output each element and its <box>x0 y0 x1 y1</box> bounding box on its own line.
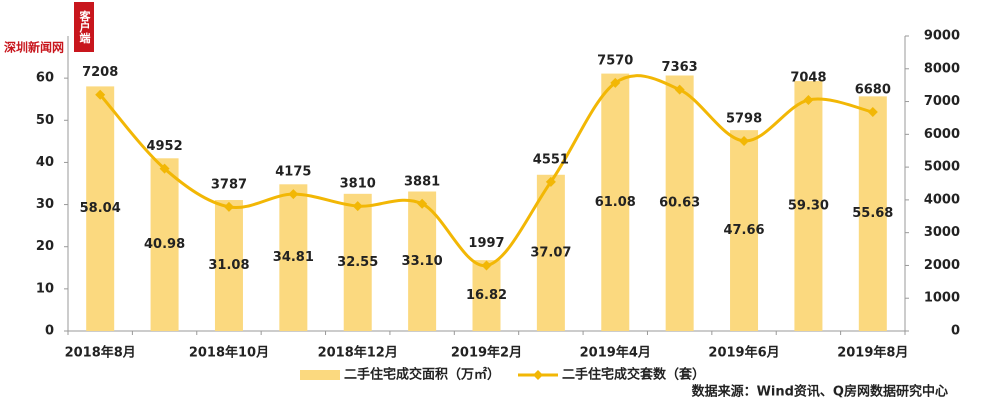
x-tick-label: 2018年12月 <box>318 345 398 361</box>
y2-tick-label: 6000 <box>924 127 960 142</box>
y-tick-label: 60 <box>36 71 54 86</box>
line-marker <box>739 135 750 146</box>
line-marker <box>352 201 363 212</box>
y-tick-label: 50 <box>36 113 54 128</box>
y2-tick-label: 8000 <box>924 61 960 76</box>
bar <box>150 158 179 331</box>
source: 数据来源：Wind资讯、Q房网数据研究中心 <box>692 384 948 400</box>
y2-tick-label: 7000 <box>924 94 960 109</box>
bar-label: 40.98 <box>144 237 185 252</box>
line-label: 4175 <box>275 165 311 180</box>
watermark-sub: 客户端 <box>78 9 92 44</box>
y2-tick-label: 9000 <box>924 29 960 44</box>
line-marker <box>545 176 556 187</box>
bar <box>279 184 308 331</box>
x-tick-label: 2018年8月 <box>65 345 136 361</box>
x-tick-label: 2019年8月 <box>837 345 908 361</box>
x-tick-label: 2018年10月 <box>189 345 269 361</box>
line-label: 7570 <box>597 53 633 68</box>
line-label: 7363 <box>662 60 698 75</box>
line-label: 4952 <box>146 139 182 154</box>
bar <box>794 81 823 331</box>
bar-label: 33.10 <box>402 254 443 269</box>
logo-badge <box>74 2 94 52</box>
line-marker <box>417 198 428 209</box>
line-label: 5798 <box>726 111 762 126</box>
line-marker <box>610 77 621 88</box>
bar-label: 47.66 <box>723 223 764 238</box>
logo-bg <box>2 2 72 42</box>
bar <box>86 86 115 331</box>
bar <box>214 200 243 331</box>
line-label: 7048 <box>790 70 826 85</box>
bar-label: 60.63 <box>659 196 700 211</box>
y2-tick-label: 3000 <box>924 225 960 240</box>
y-tick-label: 40 <box>36 155 54 170</box>
line-marker <box>803 94 814 105</box>
legend-swatch <box>300 370 340 380</box>
line-marker <box>288 189 299 200</box>
y-tick-label: 30 <box>36 197 54 212</box>
line-marker <box>867 107 878 118</box>
bar <box>536 174 565 331</box>
bar <box>858 96 887 331</box>
legend-label: 二手住宅成交套数（套） <box>562 367 705 383</box>
bar <box>730 130 759 331</box>
line-label: 4551 <box>533 152 569 167</box>
y2-tick-label: 2000 <box>924 258 960 273</box>
line-label: 3787 <box>211 177 247 192</box>
y2-tick-label: 5000 <box>924 160 960 175</box>
bar-label: 34.81 <box>273 250 314 265</box>
x-tick-label: 2019年2月 <box>451 345 522 361</box>
y-tick-label: 0 <box>45 324 54 339</box>
legend-label: 二手住宅成交面积（万㎡） <box>344 367 500 383</box>
bar-label: 58.04 <box>80 201 121 216</box>
bar <box>472 260 501 331</box>
bar <box>601 73 630 331</box>
bar <box>665 75 694 331</box>
line-label: 1997 <box>468 236 504 251</box>
line-label: 6680 <box>855 83 891 98</box>
x-tick-label: 2019年4月 <box>580 345 651 361</box>
bar-label: 59.30 <box>788 199 829 214</box>
x-tick-label: 2019年6月 <box>708 345 779 361</box>
line-marker <box>481 260 492 271</box>
bar-label: 55.68 <box>852 206 893 221</box>
y2-tick-label: 1000 <box>924 291 960 306</box>
line-label: 3881 <box>404 174 440 189</box>
y-tick-label: 20 <box>36 239 54 254</box>
line-label: 7208 <box>82 65 118 80</box>
bar-label: 16.82 <box>466 288 507 303</box>
bar-label: 61.08 <box>595 195 636 210</box>
bar <box>343 193 372 331</box>
bar <box>408 191 437 331</box>
legend-marker <box>533 370 543 380</box>
line-marker <box>95 89 106 100</box>
line-label: 3810 <box>340 177 376 192</box>
bar-label: 37.07 <box>530 245 571 260</box>
y-tick-label: 10 <box>36 281 54 296</box>
watermark: 深圳新闻网 <box>4 40 64 55</box>
line-marker <box>159 163 170 174</box>
y2-tick-label: 4000 <box>924 192 960 207</box>
line-marker <box>674 84 685 95</box>
bar-label: 31.08 <box>208 258 249 273</box>
bar-label: 32.55 <box>337 255 378 270</box>
y2-tick-label: 0 <box>951 324 960 339</box>
line-marker <box>223 201 234 212</box>
